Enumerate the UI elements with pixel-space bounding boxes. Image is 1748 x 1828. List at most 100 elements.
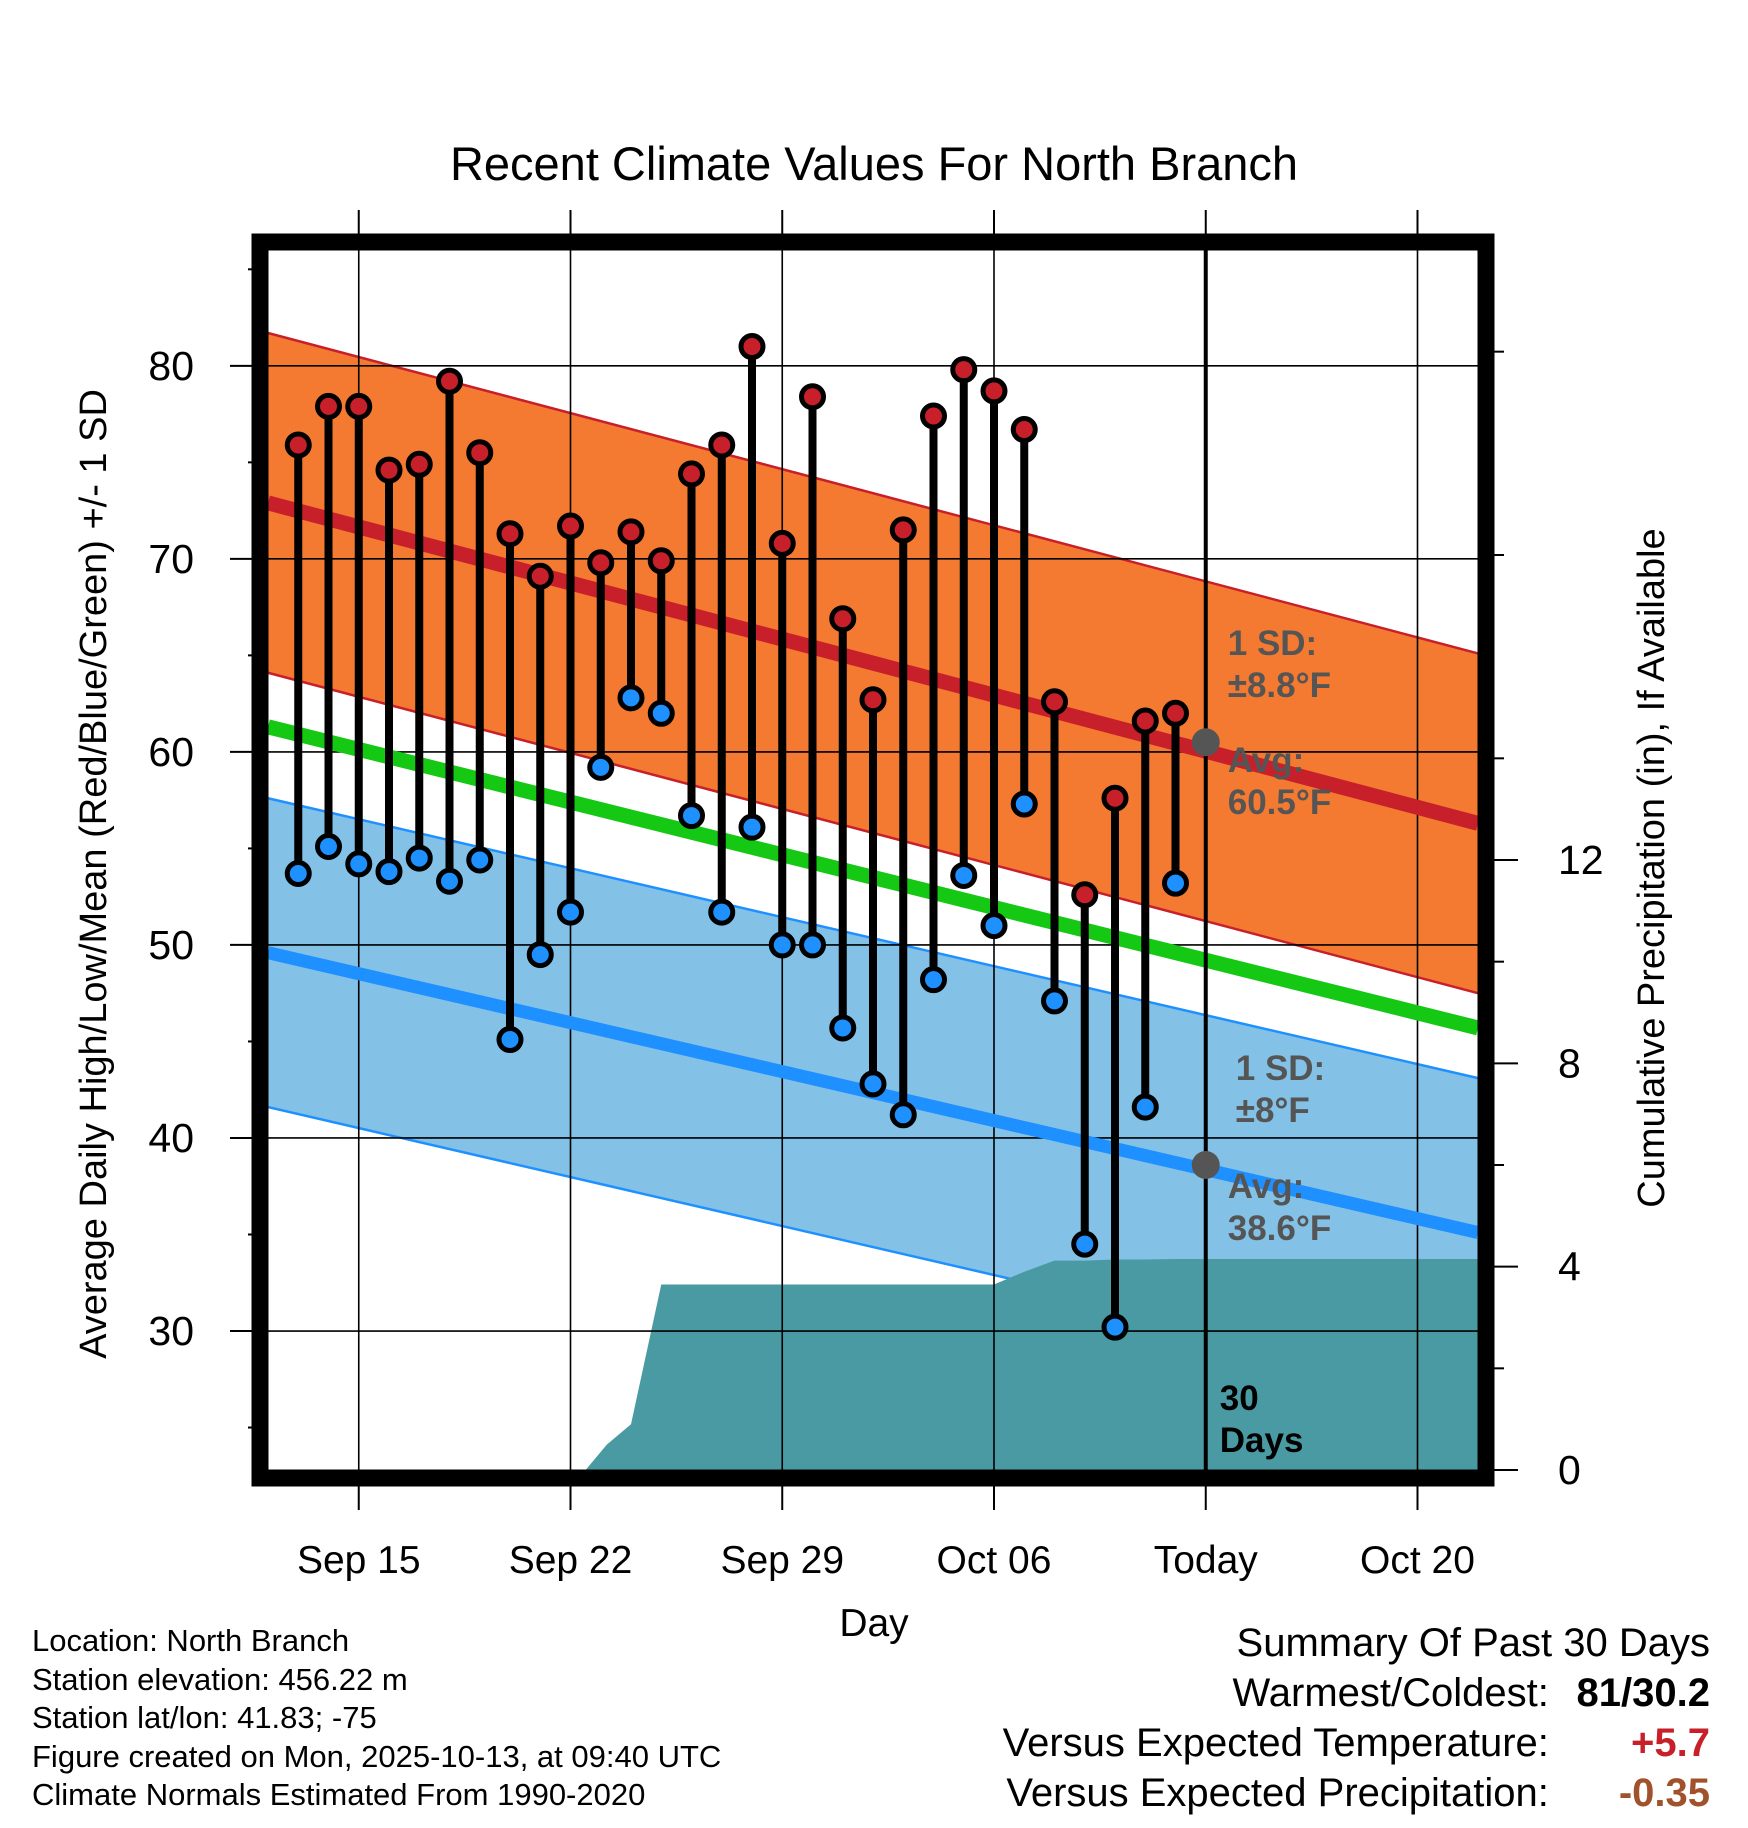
precip-value: -0.35 [1618, 1771, 1710, 1815]
y-tick-label: 40 [148, 1115, 194, 1161]
low-point [284, 860, 312, 888]
low-point [889, 1101, 917, 1129]
high-point [1131, 707, 1159, 735]
high-point [617, 518, 645, 546]
high-point [526, 562, 554, 590]
high-point [980, 377, 1008, 405]
location-text: Location: North Branch [32, 1623, 350, 1658]
precip-fill [585, 1259, 1478, 1470]
y-tick-label: 70 [148, 536, 194, 582]
low-point [950, 861, 978, 889]
high-point [678, 460, 705, 488]
low-point [647, 699, 675, 727]
low-avg-value: 38.6°F [1228, 1209, 1332, 1248]
high-point [405, 450, 433, 478]
high-point [284, 431, 312, 459]
high-point [708, 431, 736, 459]
high-point [436, 367, 463, 395]
high-point [315, 392, 342, 420]
high-point [587, 549, 615, 577]
x-tick-label: Sep 15 [297, 1539, 421, 1582]
precip-area [585, 1259, 1478, 1470]
x-tick-label: Sep 29 [720, 1539, 844, 1582]
daily-points [284, 333, 1189, 1341]
days-label-number: 30 [1220, 1379, 1259, 1418]
low-point [708, 898, 736, 926]
summary-temp-row: Versus Expected Temperature: +5.7 [1003, 1718, 1710, 1768]
today-low-avg-dot [1191, 1151, 1220, 1179]
high-avg-value: 60.5°F [1228, 783, 1332, 822]
created-text: Figure created on Mon, 2025-10-13, at 09… [32, 1738, 722, 1774]
x-tick-label: Today [1154, 1539, 1259, 1582]
low-point [496, 1026, 524, 1054]
low-point [768, 931, 796, 959]
y-tick-label: 30 [148, 1308, 194, 1354]
x-axis-label: Day [839, 1602, 909, 1645]
high-point [799, 383, 826, 411]
low-point [678, 802, 705, 830]
x-tick-label: Sep 22 [509, 1539, 633, 1582]
low-point [1101, 1313, 1129, 1341]
x-tick-label: Oct 06 [937, 1539, 1052, 1582]
low-point [1071, 1230, 1099, 1258]
high-point [768, 529, 796, 557]
summary-panel: Summary Of Past 30 Days Warmest/Coldest:… [1003, 1618, 1710, 1818]
high-point [557, 512, 584, 540]
low-point [315, 832, 342, 860]
high-point [496, 520, 524, 548]
high-normal-line [266, 495, 1480, 831]
high-sd-value: ±8.8°F [1228, 666, 1331, 705]
high-point [1162, 699, 1189, 727]
high-point [950, 356, 978, 384]
high-point [466, 439, 494, 467]
low-point [405, 844, 433, 872]
low-point [375, 858, 403, 886]
y2-tick-label: 4 [1558, 1244, 1581, 1290]
plot-border [251, 233, 1495, 1487]
low-point [526, 941, 554, 969]
temp-value: +5.7 [1631, 1721, 1710, 1765]
low-point [1041, 987, 1068, 1015]
high-point [1101, 784, 1129, 812]
low-point [1010, 790, 1038, 818]
latlon-text: Station lat/lon: 41.83; -75 [32, 1700, 377, 1735]
y2-tick-label: 12 [1558, 837, 1604, 883]
low-point [980, 912, 1008, 940]
y2-tick-label: 8 [1558, 1040, 1581, 1086]
high-avg-label: Avg: [1228, 741, 1304, 780]
low-point [345, 850, 373, 878]
warmest-label: Warmest/Coldest: [1232, 1671, 1549, 1715]
high-point [1041, 688, 1068, 716]
high-sd-band-upper-edge [267, 331, 1479, 655]
high-point [647, 547, 675, 575]
low-point [920, 966, 947, 994]
chart-title: Recent Climate Values For North Branch [450, 137, 1298, 190]
x-tick-label: Oct 20 [1360, 1539, 1475, 1582]
warmest-value: 81/30.2 [1576, 1671, 1710, 1715]
high-point [829, 605, 857, 633]
precip-label: Versus Expected Precipitation: [1006, 1771, 1549, 1815]
low-sd-label: 1 SD: [1236, 1049, 1325, 1088]
low-point [466, 846, 494, 874]
high-point [738, 333, 766, 361]
high-point [1071, 881, 1099, 909]
y-axis-label: Average Daily High/Low/Mean (Red/Blue/Gr… [73, 389, 115, 1359]
high-point [859, 686, 887, 714]
high-sd-label: 1 SD: [1228, 624, 1317, 663]
summary-title: Summary Of Past 30 Days [1236, 1621, 1710, 1665]
low-point [799, 931, 826, 959]
low-point [1162, 869, 1189, 897]
today-high-avg-dot [1191, 728, 1220, 757]
low-point [587, 753, 615, 781]
high-point [1010, 416, 1038, 444]
low-point [557, 898, 584, 926]
summary-warmest-row: Warmest/Coldest: 81/30.2 [1003, 1668, 1711, 1718]
days-label-text: Days [1220, 1421, 1304, 1460]
high-point [345, 392, 373, 420]
low-sd-value: ±8°F [1236, 1091, 1310, 1130]
y-tick-label: 80 [148, 343, 194, 389]
high-point [920, 402, 947, 430]
plot-frame [251, 233, 1495, 1487]
low-point [1131, 1093, 1159, 1121]
axes: 30 40 50 60 70 80 0 4 8 12 Sep 15 Sep 22 Sep 29 Oct 0… [148, 210, 1604, 1582]
